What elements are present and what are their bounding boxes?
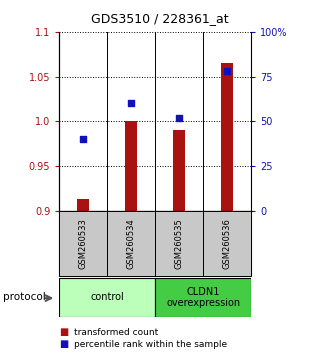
Bar [173,130,185,211]
Point [177,115,182,120]
Text: GSM260535: GSM260535 [175,218,184,269]
Bar [155,211,203,276]
Bar [77,199,89,211]
Text: ■: ■ [59,327,68,337]
Text: GSM260536: GSM260536 [223,218,232,269]
Bar [155,278,251,317]
Text: GSM260534: GSM260534 [127,218,136,269]
Text: ■: ■ [59,339,68,349]
Point [129,101,134,106]
Text: control: control [90,292,124,302]
Bar [125,121,137,211]
Text: percentile rank within the sample: percentile rank within the sample [74,339,227,349]
Bar [107,211,155,276]
Bar [221,63,233,211]
Bar [59,278,155,317]
Text: transformed count: transformed count [74,327,158,337]
Text: protocol: protocol [3,292,46,302]
Point [225,68,230,74]
Text: GSM260533: GSM260533 [79,218,88,269]
Bar [203,211,251,276]
Text: CLDN1
overexpression: CLDN1 overexpression [166,286,240,308]
Text: GDS3510 / 228361_at: GDS3510 / 228361_at [91,12,229,25]
Bar [59,211,107,276]
Point [81,136,86,142]
